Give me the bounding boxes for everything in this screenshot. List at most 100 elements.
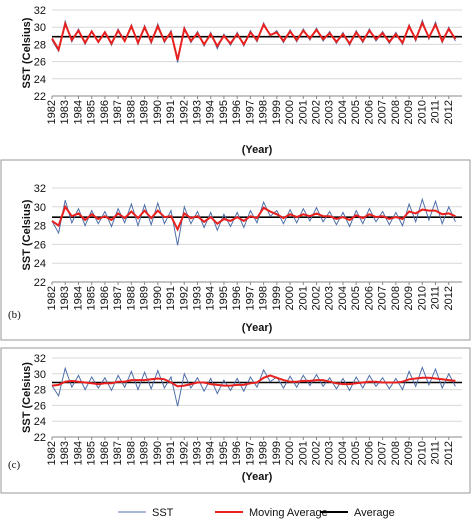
y-tick-label: 26 bbox=[34, 57, 46, 69]
x-tick-label: 2010 bbox=[416, 100, 428, 124]
x-tick-label: 2001 bbox=[297, 441, 309, 465]
x-tick-label: 1989 bbox=[139, 441, 151, 465]
x-tick-label: 1984 bbox=[72, 286, 84, 310]
x-tick-label: 1988 bbox=[125, 441, 137, 465]
panel-border bbox=[0, 347, 471, 494]
x-tick-label: 1989 bbox=[139, 286, 151, 310]
y-tick-label: 30 bbox=[34, 202, 46, 214]
x-tick-label: 2004 bbox=[337, 441, 349, 465]
x-tick-label: 2012 bbox=[443, 100, 455, 124]
x-tick-label: 1984 bbox=[72, 100, 84, 124]
legend-label: SST bbox=[152, 507, 174, 519]
x-tick-label: 2005 bbox=[350, 286, 362, 310]
x-tick-label: 2012 bbox=[443, 286, 455, 310]
legend-label: Average bbox=[354, 507, 395, 519]
y-tick-label: 22 bbox=[34, 277, 46, 289]
x-tick-label: 1997 bbox=[244, 286, 256, 310]
x-tick-label: 1999 bbox=[271, 441, 283, 465]
y-tick-label: 26 bbox=[34, 239, 46, 251]
x-tick-label: 2009 bbox=[403, 441, 415, 465]
y-tick-label: 24 bbox=[34, 74, 46, 86]
x-tick-label: 1990 bbox=[152, 286, 164, 310]
y-axis-label: SST (Celsius) bbox=[21, 199, 33, 270]
x-tick-label: 2011 bbox=[430, 100, 442, 124]
x-tick-label: 1996 bbox=[231, 441, 243, 465]
x-tick-label: 1985 bbox=[86, 100, 98, 124]
x-tick-label: 1993 bbox=[191, 286, 203, 310]
y-tick-label: 32 bbox=[34, 183, 46, 195]
x-tick-label: 1988 bbox=[125, 100, 137, 124]
x-tick-label: 1983 bbox=[59, 286, 71, 310]
x-tick-label: 2004 bbox=[337, 100, 349, 124]
y-tick-label: 28 bbox=[34, 39, 46, 51]
x-axis-label: (Year) bbox=[242, 144, 273, 156]
x-tick-label: 1994 bbox=[205, 100, 217, 124]
x-tick-label: 2007 bbox=[377, 441, 389, 465]
y-tick-label: 26 bbox=[34, 400, 46, 412]
x-tick-label: 2008 bbox=[390, 286, 402, 310]
x-tick-label: 2005 bbox=[350, 100, 362, 124]
x-tick-label: 1986 bbox=[99, 286, 111, 310]
x-tick-label: 2000 bbox=[284, 441, 296, 465]
x-tick-label: 1998 bbox=[258, 286, 270, 310]
y-tick-label: 28 bbox=[34, 221, 46, 233]
x-tick-label: 1991 bbox=[165, 441, 177, 465]
x-tick-label: 1999 bbox=[271, 286, 283, 310]
y-tick-label: 24 bbox=[34, 258, 46, 270]
x-tick-label: 2002 bbox=[311, 286, 323, 310]
y-tick-label: 30 bbox=[34, 22, 46, 34]
x-tick-label: 1985 bbox=[86, 286, 98, 310]
x-tick-label: 2004 bbox=[337, 286, 349, 310]
x-tick-label: 2003 bbox=[324, 286, 336, 310]
x-tick-label: 1982 bbox=[46, 441, 58, 465]
x-tick-label: 1994 bbox=[205, 441, 217, 465]
x-tick-label: 1997 bbox=[244, 441, 256, 465]
x-tick-label: 2009 bbox=[403, 286, 415, 310]
x-tick-label: 2003 bbox=[324, 441, 336, 465]
x-tick-label: 1983 bbox=[59, 441, 71, 465]
x-tick-label: 2006 bbox=[363, 286, 375, 310]
moving-average-line bbox=[51, 204, 456, 232]
panel-border bbox=[0, 159, 471, 341]
x-tick-label: 2003 bbox=[324, 100, 336, 124]
x-tick-label: 1988 bbox=[125, 286, 137, 310]
x-tick-label: 1995 bbox=[218, 100, 230, 124]
x-tick-label: 1985 bbox=[86, 441, 98, 465]
x-tick-label: 1998 bbox=[258, 100, 270, 124]
x-tick-label: 1987 bbox=[112, 100, 124, 124]
x-tick-label: 1986 bbox=[99, 441, 111, 465]
x-tick-label: 1990 bbox=[152, 100, 164, 124]
x-tick-label: 2002 bbox=[311, 100, 323, 124]
x-tick-label: 1982 bbox=[46, 286, 58, 310]
x-tick-label: 1992 bbox=[178, 100, 190, 124]
y-axis-label: SST (Celsius) bbox=[21, 17, 33, 88]
x-tick-label: 1998 bbox=[258, 441, 270, 465]
y-tick-label: 24 bbox=[34, 416, 46, 428]
y-tick-label: 32 bbox=[34, 5, 46, 17]
x-axis-label: (Year) bbox=[242, 471, 273, 483]
x-tick-label: 2009 bbox=[403, 100, 415, 124]
x-tick-label: 2000 bbox=[284, 100, 296, 124]
x-tick-label: 2012 bbox=[443, 441, 455, 465]
x-tick-label: 1990 bbox=[152, 441, 164, 465]
x-tick-label: 1991 bbox=[165, 286, 177, 310]
panel-label: (c) bbox=[8, 459, 21, 471]
x-tick-label: 1993 bbox=[191, 100, 203, 124]
y-tick-label: 32 bbox=[34, 353, 46, 365]
y-axis-label: SST (Celsius) bbox=[21, 362, 33, 433]
x-tick-label: 1982 bbox=[46, 100, 58, 124]
x-tick-label: 2010 bbox=[416, 441, 428, 465]
x-tick-label: 1992 bbox=[178, 286, 190, 310]
x-tick-label: 1996 bbox=[231, 286, 243, 310]
x-tick-label: 1989 bbox=[139, 100, 151, 124]
legend-label: Moving Average bbox=[249, 507, 328, 519]
x-tick-label: 2006 bbox=[363, 100, 375, 124]
y-tick-label: 30 bbox=[34, 369, 46, 381]
x-tick-label: 1987 bbox=[112, 286, 124, 310]
x-tick-label: 2011 bbox=[430, 286, 442, 310]
y-tick-label: 28 bbox=[34, 385, 46, 397]
x-tick-label: 2006 bbox=[363, 441, 375, 465]
x-tick-label: 2007 bbox=[377, 286, 389, 310]
y-tick-label: 22 bbox=[34, 432, 46, 444]
x-tick-label: 1991 bbox=[165, 100, 177, 124]
